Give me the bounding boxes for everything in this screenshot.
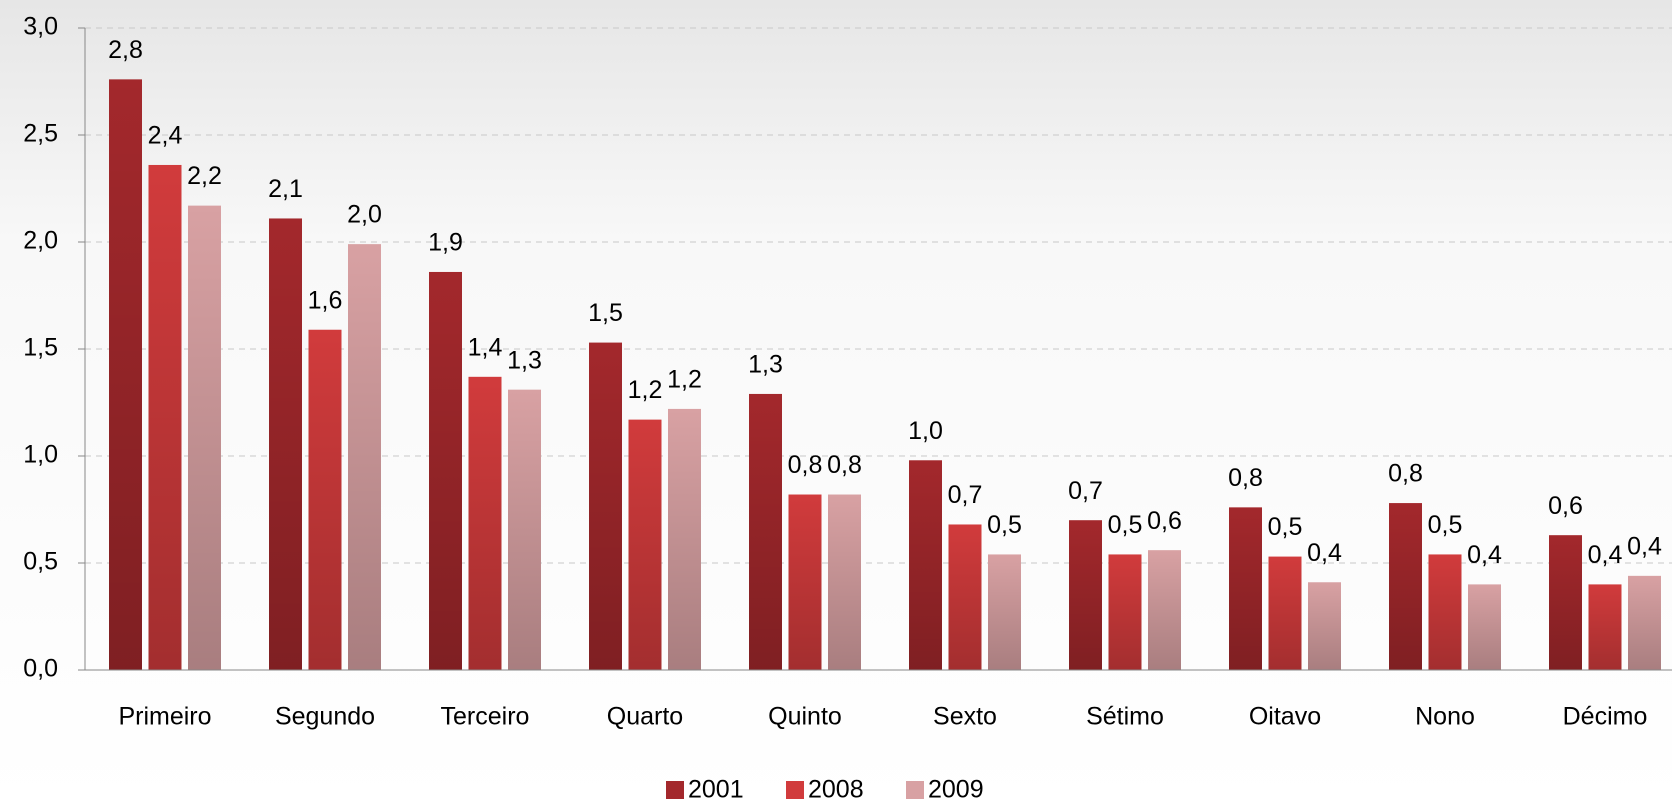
bar-shade bbox=[508, 389, 541, 670]
data-label: 0,7 bbox=[948, 481, 983, 509]
data-label: 0,6 bbox=[1147, 507, 1182, 535]
x-tick-label: Segundo bbox=[275, 703, 375, 731]
bar-shade bbox=[1549, 535, 1582, 670]
data-label: 0,4 bbox=[1627, 532, 1662, 560]
bar-shade bbox=[828, 494, 861, 670]
bar-shade bbox=[628, 419, 662, 670]
bar-shade bbox=[668, 408, 701, 670]
data-label: 1,6 bbox=[308, 286, 343, 314]
x-tick-label: Sétimo bbox=[1086, 703, 1164, 731]
bar-shade bbox=[909, 460, 942, 670]
x-tick-label: Terceiro bbox=[441, 703, 530, 731]
bar-shade bbox=[988, 554, 1021, 670]
x-tick-label: Quarto bbox=[607, 703, 683, 731]
data-label: 0,8 bbox=[788, 451, 823, 479]
data-label: 0,5 bbox=[1268, 513, 1303, 541]
x-tick-label: Primeiro bbox=[118, 703, 211, 731]
y-tick-label: 1,0 bbox=[23, 441, 58, 469]
data-label: 1,9 bbox=[428, 229, 463, 257]
legend-swatch bbox=[666, 781, 684, 799]
data-label: 0,8 bbox=[827, 451, 862, 479]
y-tick-label: 2,5 bbox=[23, 120, 58, 148]
data-label: 2,8 bbox=[108, 36, 143, 64]
data-label: 1,3 bbox=[748, 351, 783, 379]
legend-swatch bbox=[906, 781, 924, 799]
bar-shade bbox=[589, 342, 622, 670]
data-label: 1,2 bbox=[628, 376, 663, 404]
bar-shade bbox=[948, 524, 982, 670]
data-label: 2,0 bbox=[347, 201, 382, 229]
data-label: 1,5 bbox=[588, 299, 623, 327]
data-label: 0,4 bbox=[1467, 541, 1502, 569]
y-tick-label: 2,0 bbox=[23, 227, 58, 255]
data-label: 2,4 bbox=[148, 122, 183, 150]
y-tick-label: 1,5 bbox=[23, 334, 58, 362]
data-label: 0,6 bbox=[1548, 492, 1583, 520]
data-label: 2,2 bbox=[187, 162, 222, 190]
bar-shade bbox=[1268, 556, 1302, 670]
data-label: 0,5 bbox=[1428, 511, 1463, 539]
y-tick-label: 3,0 bbox=[23, 13, 58, 41]
bar-shade bbox=[1069, 520, 1102, 670]
bar-shade bbox=[148, 164, 182, 670]
legend-label: 2008 bbox=[808, 776, 864, 804]
data-label: 0,8 bbox=[1388, 460, 1423, 488]
bar-shade bbox=[429, 271, 462, 670]
bar-shade bbox=[1308, 582, 1341, 670]
data-label: 0,4 bbox=[1307, 539, 1342, 567]
bar-shade bbox=[1108, 554, 1142, 670]
data-label: 0,4 bbox=[1588, 541, 1623, 569]
bar-shade bbox=[1229, 507, 1262, 670]
bar-shade bbox=[1628, 575, 1661, 670]
bar-shade bbox=[308, 329, 342, 670]
bar-shade bbox=[468, 376, 502, 670]
bar-shade bbox=[1148, 550, 1181, 670]
legend-label: 2001 bbox=[688, 776, 744, 804]
data-label: 1,3 bbox=[507, 346, 542, 374]
data-label: 0,8 bbox=[1228, 464, 1263, 492]
data-label: 2,1 bbox=[268, 175, 303, 203]
bar-shade bbox=[1389, 503, 1422, 670]
data-label: 0,5 bbox=[1108, 511, 1143, 539]
bar-shade bbox=[749, 393, 782, 670]
x-tick-label: Nono bbox=[1415, 703, 1475, 731]
bar-shade bbox=[788, 494, 822, 670]
bar-shade bbox=[1428, 554, 1462, 670]
x-tick-label: Décimo bbox=[1563, 703, 1648, 731]
y-tick-label: 0,5 bbox=[23, 548, 58, 576]
bar-shade bbox=[1468, 584, 1501, 670]
bar-shade bbox=[348, 244, 381, 670]
data-label: 0,5 bbox=[987, 511, 1022, 539]
legend-swatch bbox=[786, 781, 804, 799]
bar-shade bbox=[188, 205, 221, 670]
x-tick-label: Oitavo bbox=[1249, 703, 1321, 731]
bar-shade bbox=[109, 79, 142, 671]
x-tick-label: Sexto bbox=[933, 703, 997, 731]
y-tick-label: 0,0 bbox=[23, 655, 58, 683]
bar-shade bbox=[269, 218, 302, 670]
x-tick-label: Quinto bbox=[768, 703, 842, 731]
data-label: 0,7 bbox=[1068, 477, 1103, 505]
legend-label: 2009 bbox=[928, 776, 984, 804]
data-label: 1,0 bbox=[908, 417, 943, 445]
data-label: 1,4 bbox=[468, 333, 503, 361]
bar-shade bbox=[1588, 584, 1622, 670]
data-label: 1,2 bbox=[667, 366, 702, 394]
